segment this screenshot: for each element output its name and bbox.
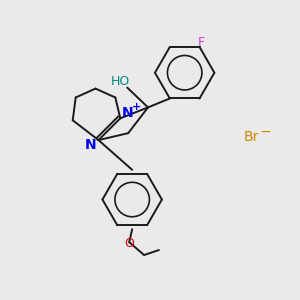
Text: HO: HO [111, 75, 130, 88]
Text: Br: Br [244, 130, 260, 144]
Text: N: N [122, 106, 133, 120]
Text: F: F [198, 35, 205, 49]
Text: O: O [124, 237, 134, 250]
Text: N: N [85, 138, 96, 152]
Text: +: + [131, 102, 141, 112]
Text: −: − [260, 125, 272, 139]
